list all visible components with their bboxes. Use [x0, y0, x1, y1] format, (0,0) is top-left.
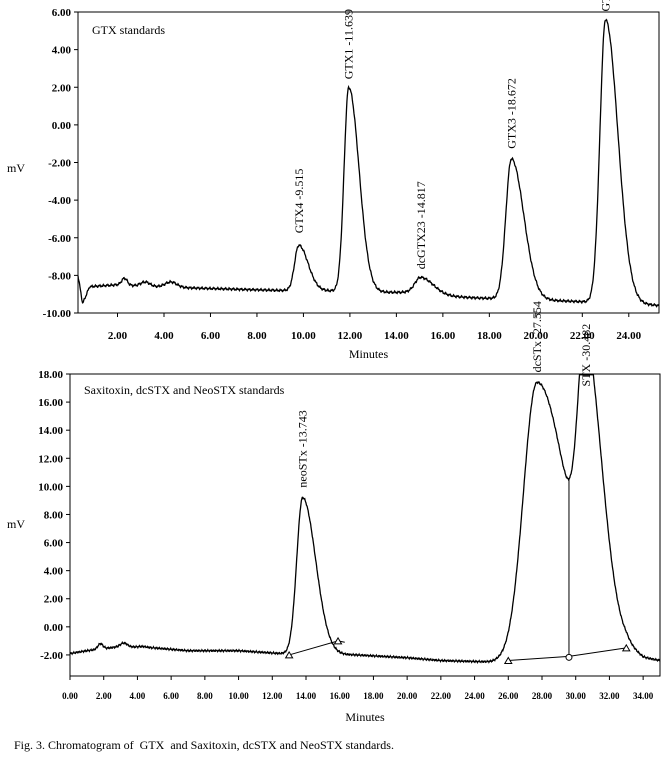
x-tick-label: 26.00 — [498, 691, 519, 701]
y-tick-label: 6.00 — [44, 538, 64, 550]
x-tick-label: 16.00 — [430, 330, 455, 342]
plot-frame — [77, 11, 660, 314]
y-tick-label: 2.00 — [44, 594, 64, 606]
y-tick-label: 10.00 — [38, 481, 63, 493]
x-tick-label: 8.00 — [247, 330, 267, 342]
stx-chromatogram-panel: 18.00 16.00 14.00 12.00 10.00 8.00 6.00 4.00 2.0… — [7, 301, 661, 724]
x-tick-label: 20.00 — [397, 691, 418, 701]
y-tick-label: 2.00 — [52, 82, 72, 94]
y-tick-label: 8.00 — [44, 509, 64, 521]
y-tick-label: 4.00 — [44, 566, 64, 578]
y-tick-label: -2.00 — [40, 650, 63, 662]
y-tick-label: 12.00 — [38, 453, 63, 465]
peak-label: GTX1 -11.639 — [342, 9, 356, 79]
y-tick-label: 18.00 — [38, 369, 63, 381]
peak-label: GTX4 -9.515 — [292, 169, 306, 234]
x-tick-label: 18.00 — [477, 330, 502, 342]
integration-marker-triangle — [503, 656, 513, 665]
x-tick-label: 2.00 — [96, 691, 112, 701]
x-tick-label: 10.00 — [228, 691, 249, 701]
peak-label: GTX3 -18.672 — [504, 78, 518, 149]
chromatogram-trace — [77, 18, 660, 308]
chromatogram-trace — [69, 374, 661, 664]
x-tick-label: 6.00 — [201, 330, 221, 342]
y-tick-label: -8.00 — [48, 270, 71, 282]
x-tick-label: 14.00 — [384, 330, 409, 342]
x-tick-label: 22.00 — [570, 330, 595, 342]
x-tick-label: 12.00 — [262, 691, 283, 701]
y-axis-label: mV — [7, 517, 25, 531]
peak-label: GTX2 -22.755 — [599, 0, 613, 12]
x-tick-label: 16.00 — [330, 691, 351, 701]
x-tick-label: 0.00 — [62, 691, 78, 701]
peak-label: STX -30.482 — [579, 324, 593, 387]
x-tick-label: 20.00 — [523, 330, 548, 342]
x-axis-label: Minutes — [345, 710, 385, 724]
x-tick-label: 8.00 — [197, 691, 213, 701]
y-tick-label: -2.00 — [48, 158, 71, 170]
y-tick-label: 6.00 — [52, 7, 72, 19]
integration-marker-triangle — [621, 643, 631, 652]
x-tick-label: 10.00 — [291, 330, 316, 342]
x-tick-label: 2.00 — [108, 330, 128, 342]
x-tick-label: 22.00 — [431, 691, 452, 701]
x-tick-label: 24.00 — [464, 691, 485, 701]
x-axis-label: Minutes — [349, 347, 389, 361]
y-axis-label: mV — [7, 161, 25, 175]
y-tick-label: 0.00 — [44, 622, 64, 634]
peak-label: dcGTX23 -14.817 — [414, 181, 428, 269]
x-tick-label: 18.00 — [363, 691, 384, 701]
x-tick-label: 14.00 — [296, 691, 317, 701]
x-tick-label: 12.00 — [338, 330, 363, 342]
x-tick-label: 24.00 — [616, 330, 641, 342]
x-tick-label: 28.00 — [532, 691, 553, 701]
x-tick-label: 6.00 — [163, 691, 179, 701]
y-tick-label: -4.00 — [48, 195, 71, 207]
y-tick-label: 0.00 — [52, 120, 72, 132]
y-tick-label: 14.00 — [38, 425, 63, 437]
integration-marker-circle — [565, 653, 573, 661]
x-tick-label: 34.00 — [633, 691, 654, 701]
plot-frame — [69, 373, 661, 677]
y-tick-label: 16.00 — [38, 397, 63, 409]
figure-caption: Fig. 3. Chromatogram of GTX and Saxitoxi… — [14, 738, 394, 752]
integration-marker-triangle — [333, 636, 343, 645]
x-tick-label: 4.00 — [130, 691, 146, 701]
peak-label: dcSTx -27.554 — [530, 301, 544, 372]
panel-title: GTX standards — [92, 23, 165, 37]
gtx-chromatogram-panel: 6.00 4.00 2.00 0.00 -2.00 -4.00 -6.00 -8.00 -10.… — [7, 0, 660, 361]
x-tick-label: 32.00 — [599, 691, 620, 701]
integration-marker-triangle — [284, 650, 294, 659]
x-tick-label: 4.00 — [154, 330, 174, 342]
peak-label: neoSTx -13.743 — [296, 410, 310, 487]
panel-title: Saxitoxin, dcSTX and NeoSTX standards — [84, 383, 285, 397]
y-tick-label: -6.00 — [48, 233, 71, 245]
y-tick-label: 4.00 — [52, 45, 72, 57]
y-tick-label: -10.00 — [43, 308, 72, 320]
x-tick-label: 30.00 — [566, 691, 587, 701]
